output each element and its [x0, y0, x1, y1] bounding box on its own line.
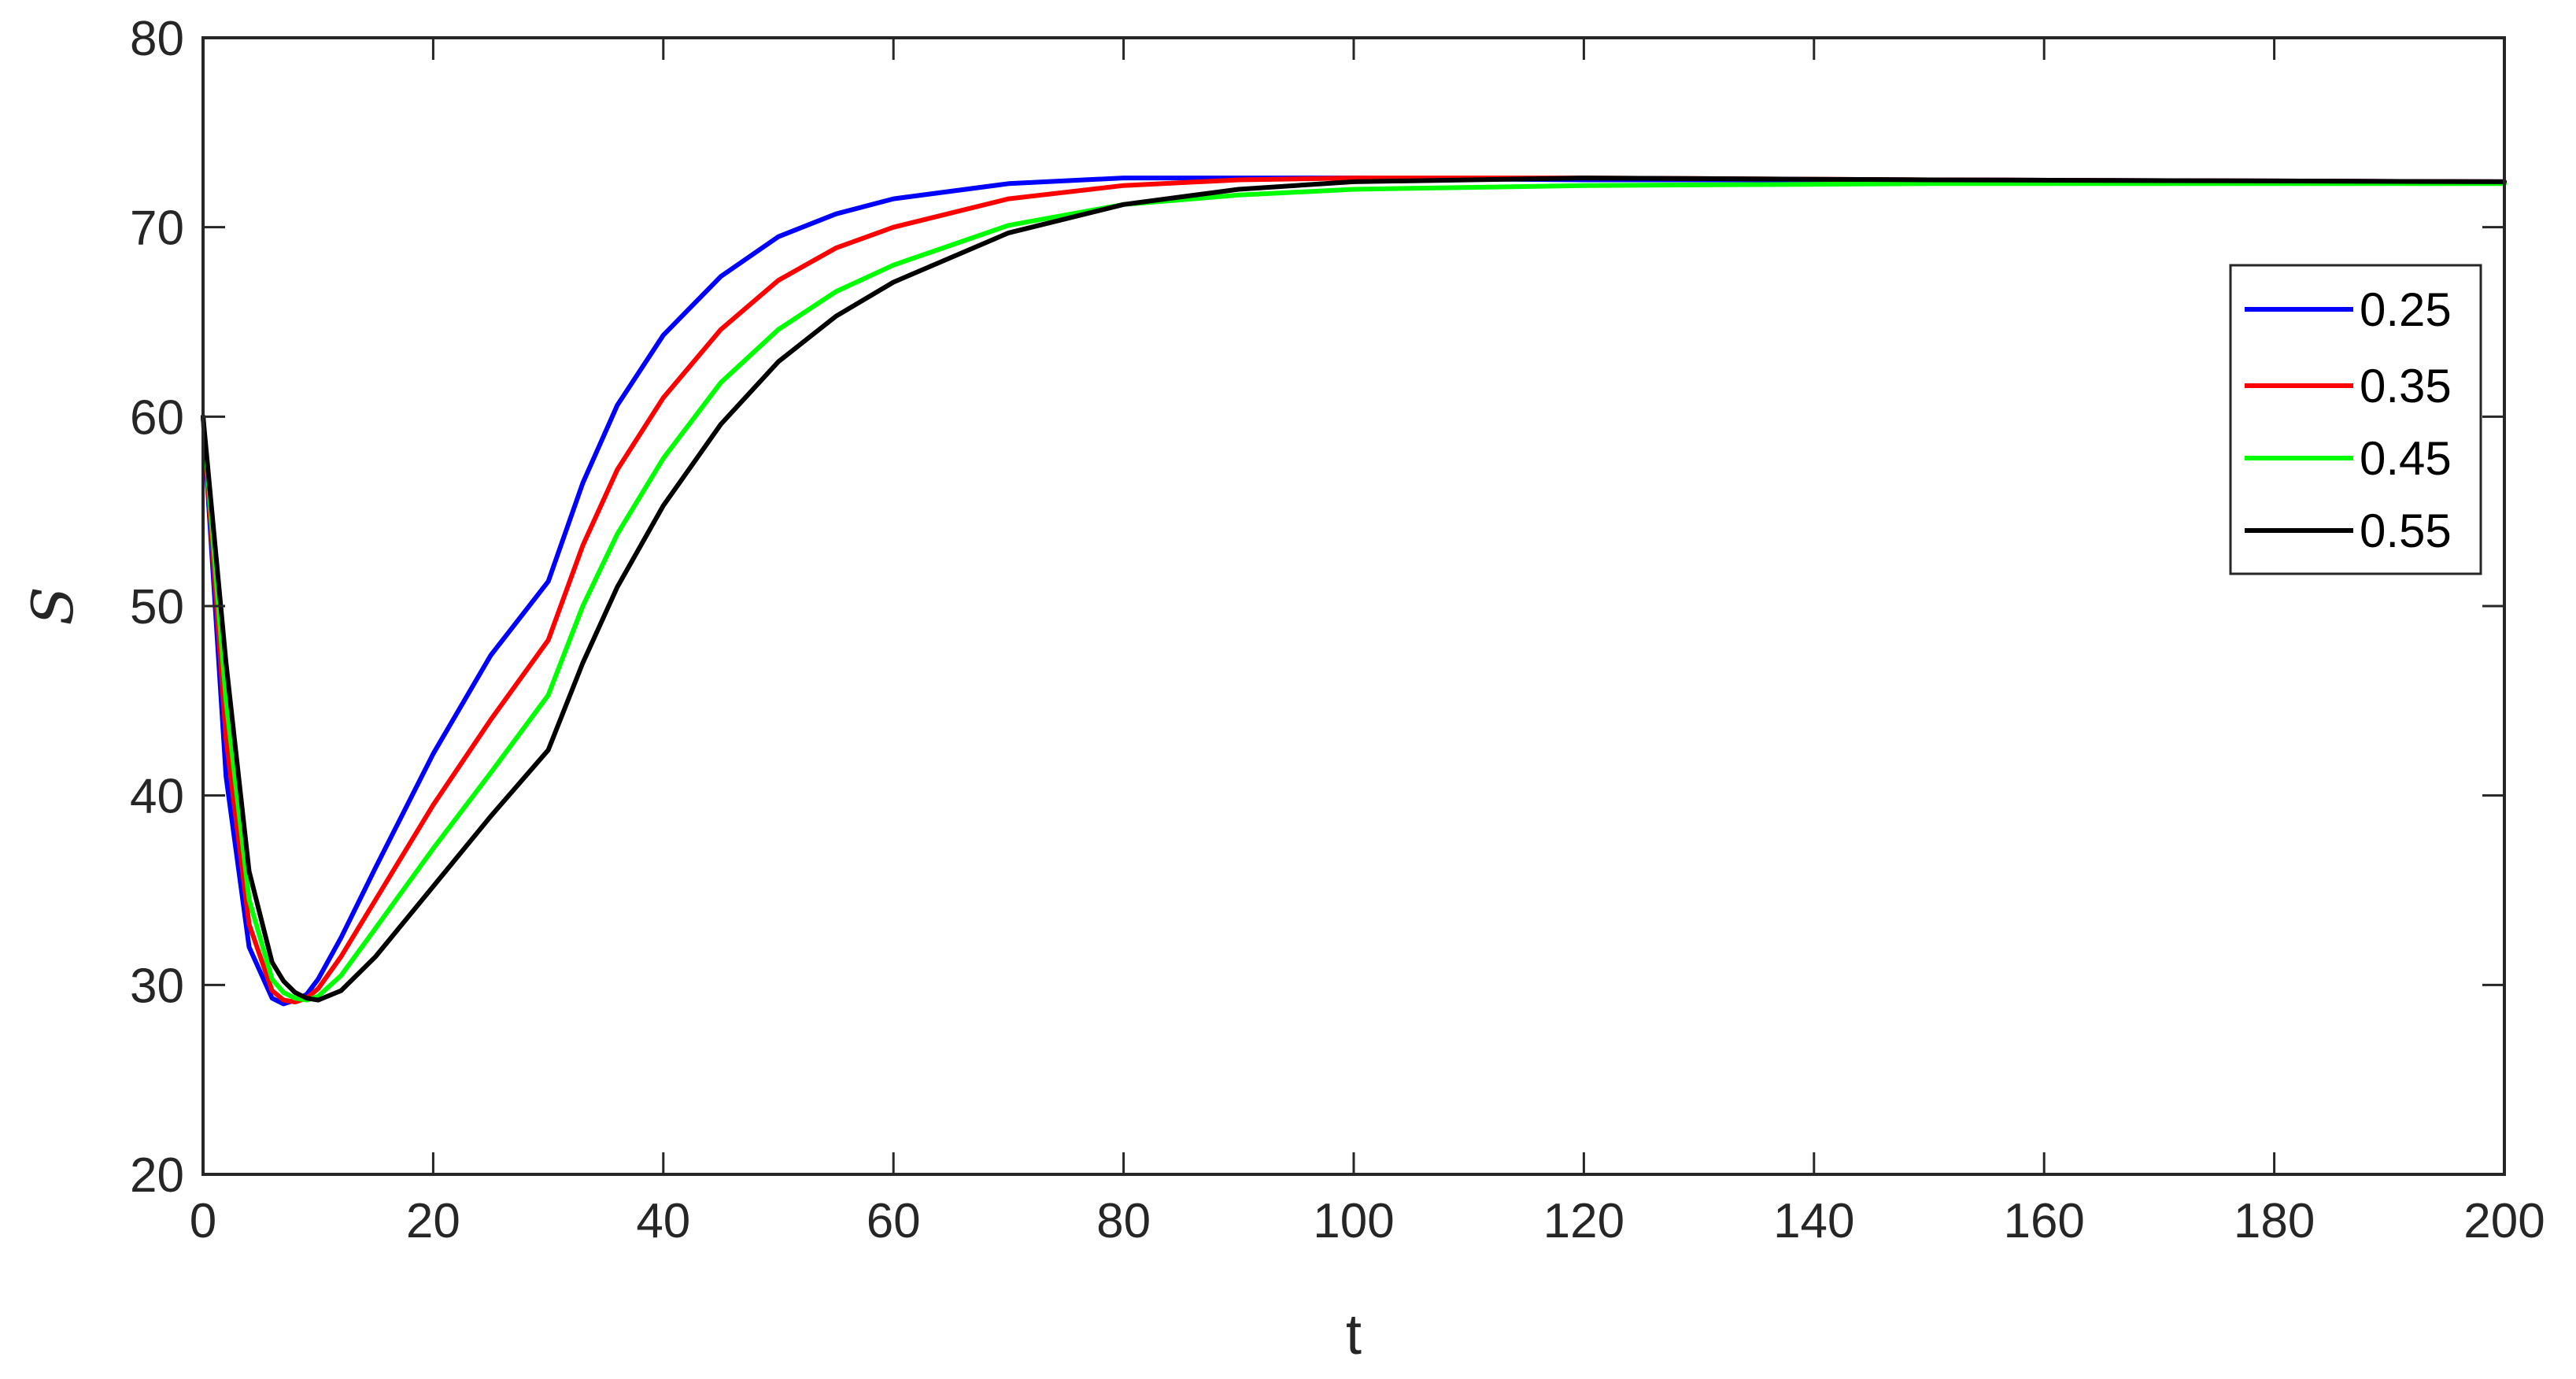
x-tick-label-0: 0 — [190, 1194, 216, 1248]
x-tick-label-80: 80 — [1096, 1194, 1151, 1248]
x-tick-label-160: 160 — [2003, 1194, 2084, 1248]
x-tick-label-60: 60 — [867, 1194, 921, 1248]
y-tick-label-40: 40 — [130, 770, 184, 824]
series-line-0.55 — [201, 176, 2507, 1003]
x-tick-label-200: 200 — [2463, 1194, 2545, 1248]
legend: 0.25 0.35 0.45 0.55 — [2229, 264, 2482, 575]
y-tick-label-30: 30 — [130, 959, 184, 1013]
x-tick-label-180: 180 — [2234, 1194, 2315, 1248]
series-line-0.35 — [201, 176, 2507, 1004]
legend-label-0.25: 0.25 — [2360, 283, 2452, 336]
y-tick-label-60: 60 — [130, 390, 184, 445]
x-tick-label-20: 20 — [406, 1194, 460, 1248]
y-tick-label-20: 20 — [130, 1148, 184, 1203]
legend-label-0.35: 0.35 — [2360, 360, 2452, 412]
legend-label-0.55: 0.55 — [2360, 505, 2452, 557]
y-tick-label-70: 70 — [130, 201, 184, 256]
series-layer — [201, 176, 2507, 1007]
y-tick-label-80: 80 — [130, 12, 184, 66]
x-axis-label: t — [1346, 1303, 1362, 1366]
x-tick-label-120: 120 — [1543, 1194, 1624, 1248]
y-axis-label: S — [20, 586, 86, 625]
tick-layer: 0 20 40 60 80 100 120 140 160 180 2002030405060708… — [130, 12, 2545, 1248]
x-tick-label-140: 140 — [1773, 1194, 1854, 1248]
y-tick-label-50: 50 — [130, 580, 184, 634]
plot-area-frame — [201, 36, 2506, 1176]
x-tick-label-100: 100 — [1313, 1194, 1394, 1248]
legend-label-0.45: 0.45 — [2360, 432, 2452, 485]
series-line-0.45 — [201, 181, 2507, 1003]
x-tick-label-40: 40 — [636, 1194, 690, 1248]
legend-box — [2229, 264, 2482, 575]
